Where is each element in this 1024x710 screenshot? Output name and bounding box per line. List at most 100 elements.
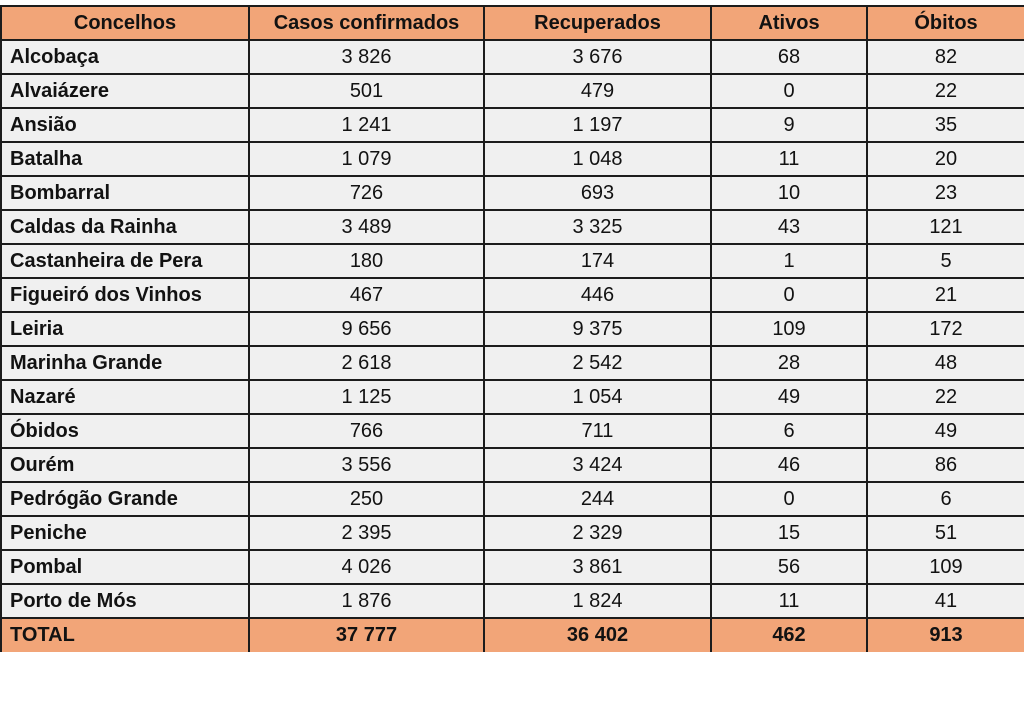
concelho-name: Ansião — [0, 107, 250, 143]
col-header-ativos: Ativos — [710, 5, 868, 41]
concelho-name: Porto de Mós — [0, 583, 250, 619]
cell-casos-confirmados: 9 656 — [248, 311, 485, 347]
col-header-casos-confirmados: Casos confirmados — [248, 5, 485, 41]
cell-ativos: 43 — [710, 209, 868, 245]
cell-casos-confirmados: 2 618 — [248, 345, 485, 381]
cell-casos-confirmados: 766 — [248, 413, 485, 449]
concelho-name: Nazaré — [0, 379, 250, 415]
cell-ativos: 1 — [710, 243, 868, 279]
col-header-obitos: Óbitos — [866, 5, 1024, 41]
cell-casos-confirmados: 1 079 — [248, 141, 485, 177]
cell-obitos: 6 — [866, 481, 1024, 517]
total-recuperados: 36 402 — [483, 617, 712, 652]
table-row: Bombarral 726 693 10 23 — [0, 175, 1024, 211]
col-header-recuperados: Recuperados — [483, 5, 712, 41]
table-row: Castanheira de Pera 180 174 1 5 — [0, 243, 1024, 279]
cell-obitos: 109 — [866, 549, 1024, 585]
cell-obitos: 48 — [866, 345, 1024, 381]
cell-obitos: 22 — [866, 73, 1024, 109]
concelho-name: Leiria — [0, 311, 250, 347]
cell-recuperados: 9 375 — [483, 311, 712, 347]
concelho-name: Pedrógão Grande — [0, 481, 250, 517]
table-row: Nazaré 1 125 1 054 49 22 — [0, 379, 1024, 415]
cell-ativos: 11 — [710, 141, 868, 177]
cell-recuperados: 1 824 — [483, 583, 712, 619]
total-obitos: 913 — [866, 617, 1024, 652]
cell-obitos: 20 — [866, 141, 1024, 177]
concelho-name: Bombarral — [0, 175, 250, 211]
cell-ativos: 15 — [710, 515, 868, 551]
cell-recuperados: 2 329 — [483, 515, 712, 551]
total-casos-confirmados: 37 777 — [248, 617, 485, 652]
cell-obitos: 82 — [866, 39, 1024, 75]
table-body: Alcobaça 3 826 3 676 68 82 Alvaiázere 501 479 0 2… — [0, 39, 1024, 619]
cell-recuperados: 244 — [483, 481, 712, 517]
cell-recuperados: 446 — [483, 277, 712, 313]
total-label: TOTAL — [0, 617, 250, 652]
table-row: Porto de Mós 1 876 1 824 11 41 — [0, 583, 1024, 619]
cell-obitos: 21 — [866, 277, 1024, 313]
concelho-name: Castanheira de Pera — [0, 243, 250, 279]
table-row: Leiria 9 656 9 375 109 172 — [0, 311, 1024, 347]
table-row: Ansião 1 241 1 197 9 35 — [0, 107, 1024, 143]
cell-ativos: 28 — [710, 345, 868, 381]
cell-obitos: 35 — [866, 107, 1024, 143]
col-header-concelhos: Concelhos — [0, 5, 250, 41]
concelho-name: Ourém — [0, 447, 250, 483]
cell-ativos: 11 — [710, 583, 868, 619]
covid-concelhos-table: Concelhos Casos confirmados Recuperados … — [0, 5, 1024, 652]
cell-recuperados: 174 — [483, 243, 712, 279]
total-row: TOTAL 37 777 36 402 462 913 — [0, 617, 1024, 652]
cell-casos-confirmados: 1 125 — [248, 379, 485, 415]
cell-ativos: 49 — [710, 379, 868, 415]
cell-casos-confirmados: 3 489 — [248, 209, 485, 245]
cell-recuperados: 2 542 — [483, 345, 712, 381]
cell-obitos: 86 — [866, 447, 1024, 483]
cell-ativos: 0 — [710, 73, 868, 109]
cell-casos-confirmados: 1 241 — [248, 107, 485, 143]
concelho-name: Alcobaça — [0, 39, 250, 75]
table-row: Peniche 2 395 2 329 15 51 — [0, 515, 1024, 551]
cell-recuperados: 3 424 — [483, 447, 712, 483]
table-page: Concelhos Casos confirmados Recuperados … — [0, 5, 1024, 652]
cell-obitos: 23 — [866, 175, 1024, 211]
cell-ativos: 68 — [710, 39, 868, 75]
cell-casos-confirmados: 1 876 — [248, 583, 485, 619]
concelho-name: Óbidos — [0, 413, 250, 449]
cell-recuperados: 711 — [483, 413, 712, 449]
table-row: Batalha 1 079 1 048 11 20 — [0, 141, 1024, 177]
cell-casos-confirmados: 250 — [248, 481, 485, 517]
concelho-name: Pombal — [0, 549, 250, 585]
table-row: Ourém 3 556 3 424 46 86 — [0, 447, 1024, 483]
table-row: Figueiró dos Vinhos 467 446 0 21 — [0, 277, 1024, 313]
cell-obitos: 51 — [866, 515, 1024, 551]
cell-ativos: 56 — [710, 549, 868, 585]
cell-ativos: 46 — [710, 447, 868, 483]
table-row: Óbidos 766 711 6 49 — [0, 413, 1024, 449]
concelho-name: Batalha — [0, 141, 250, 177]
cell-casos-confirmados: 726 — [248, 175, 485, 211]
cell-obitos: 41 — [866, 583, 1024, 619]
cell-casos-confirmados: 467 — [248, 277, 485, 313]
cell-casos-confirmados: 2 395 — [248, 515, 485, 551]
cell-obitos: 22 — [866, 379, 1024, 415]
table-row: Marinha Grande 2 618 2 542 28 48 — [0, 345, 1024, 381]
cell-recuperados: 1 048 — [483, 141, 712, 177]
concelho-name: Figueiró dos Vinhos — [0, 277, 250, 313]
concelho-name: Marinha Grande — [0, 345, 250, 381]
table-row: Alvaiázere 501 479 0 22 — [0, 73, 1024, 109]
cell-recuperados: 693 — [483, 175, 712, 211]
cell-recuperados: 1 054 — [483, 379, 712, 415]
cell-recuperados: 1 197 — [483, 107, 712, 143]
cell-recuperados: 3 676 — [483, 39, 712, 75]
cell-ativos: 9 — [710, 107, 868, 143]
concelho-name: Caldas da Rainha — [0, 209, 250, 245]
cell-casos-confirmados: 3 826 — [248, 39, 485, 75]
cell-ativos: 0 — [710, 481, 868, 517]
cell-ativos: 10 — [710, 175, 868, 211]
total-ativos: 462 — [710, 617, 868, 652]
cell-casos-confirmados: 4 026 — [248, 549, 485, 585]
cell-obitos: 5 — [866, 243, 1024, 279]
concelho-name: Alvaiázere — [0, 73, 250, 109]
table-row: Pedrógão Grande 250 244 0 6 — [0, 481, 1024, 517]
